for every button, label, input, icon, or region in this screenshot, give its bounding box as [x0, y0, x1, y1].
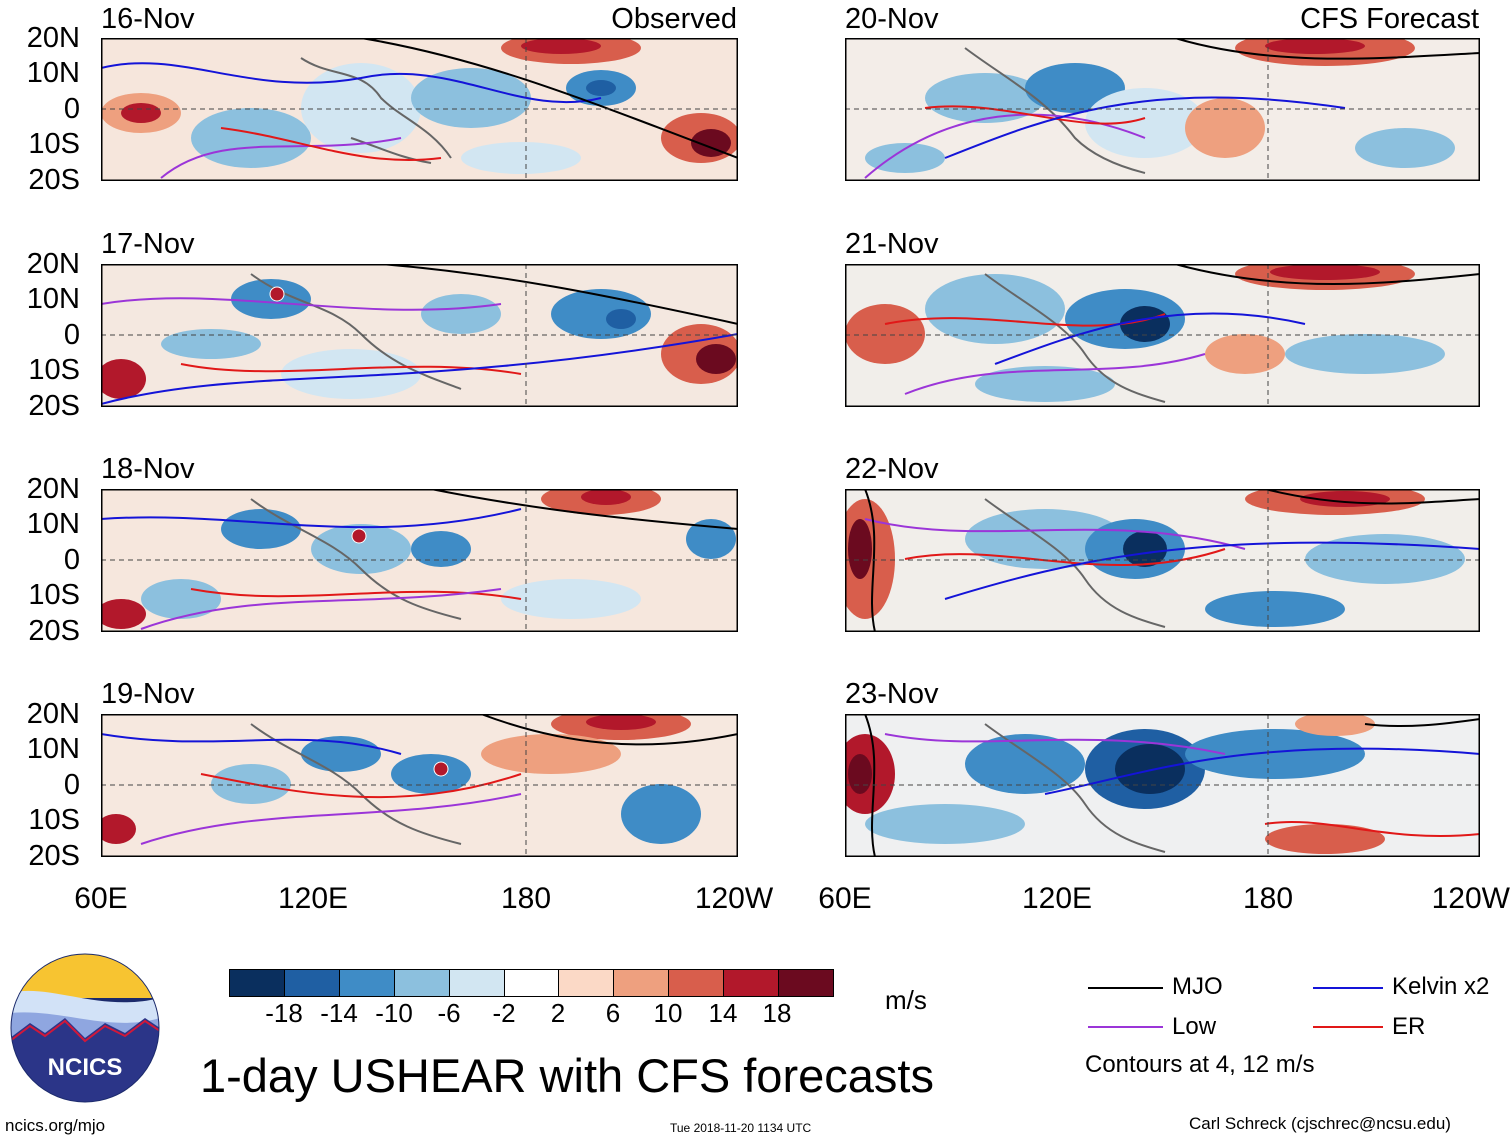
legend-label-er: ER	[1392, 1013, 1426, 1040]
colorbar-tick-label: 2	[550, 998, 566, 1028]
lat-label: 20S	[28, 390, 80, 422]
lat-label: 10S	[28, 579, 80, 611]
panel-date-label: 19-Nov	[101, 678, 195, 710]
lat-label: 10N	[26, 57, 80, 89]
lat-label: 10N	[26, 283, 80, 315]
colorbar	[229, 969, 834, 997]
colorbar-tick-label: 10	[653, 998, 683, 1028]
map-panel	[845, 489, 1480, 632]
colorbar-tick-label: 14	[708, 998, 738, 1028]
lat-label: 20N	[26, 248, 80, 280]
colorbar-tick-label: -14	[320, 998, 358, 1028]
colorbar-units: m/s	[885, 985, 927, 1015]
colorbar-swatch	[284, 970, 340, 996]
colorbar-tick-label: -10	[375, 998, 413, 1028]
colorbar-swatch	[724, 970, 780, 996]
map-panel	[101, 264, 738, 407]
lat-label: 10S	[28, 354, 80, 386]
lat-label: 0	[63, 769, 80, 801]
colorbar-swatch	[449, 970, 505, 996]
observed-label: Observed	[611, 3, 737, 35]
panel-date-label: 22-Nov	[845, 453, 939, 485]
colorbar-swatch	[614, 970, 670, 996]
forecast-label: CFS Forecast	[1300, 3, 1479, 35]
map-panel	[101, 714, 738, 857]
ncics-logo: NCICS	[10, 953, 160, 1103]
lon-label: 120E	[277, 882, 349, 915]
colorbar-swatch	[669, 970, 725, 996]
map-panel	[101, 489, 738, 632]
lat-label: 10N	[26, 508, 80, 540]
timestamp: Tue 2018-11-20 1134 UTC	[670, 1121, 812, 1135]
lon-label: 180	[500, 882, 552, 915]
panel-date-label: 16-Nov	[101, 3, 195, 35]
colorbar-swatch	[230, 970, 285, 996]
lat-label: 10N	[26, 733, 80, 765]
map-panel	[845, 714, 1480, 857]
legend-label-kelvin: Kelvin x2	[1392, 973, 1490, 1000]
legend-label-low: Low	[1172, 1013, 1217, 1040]
map-panel	[101, 38, 738, 181]
lat-label: 20N	[26, 22, 80, 54]
colorbar-tick-label: 6	[605, 998, 621, 1028]
panel-date-label: 18-Nov	[101, 453, 195, 485]
lat-label: 0	[63, 93, 80, 125]
legend-line-kelvin	[1313, 987, 1383, 989]
figure-title: 1-day USHEAR with CFS forecasts	[200, 1049, 934, 1102]
lat-label: 20S	[28, 615, 80, 647]
colorbar-tick-label: -6	[437, 998, 461, 1028]
website-link[interactable]: ncics.org/mjo	[5, 1116, 106, 1135]
lon-label: 120E	[1021, 882, 1093, 915]
logo-text: NCICS	[48, 1054, 123, 1081]
colorbar-tick-label: -2	[492, 998, 516, 1028]
lat-label: 0	[63, 319, 80, 351]
lon-label: 120W	[1431, 882, 1510, 915]
colorbar-swatch	[559, 970, 615, 996]
panel-date-label: 21-Nov	[845, 228, 939, 260]
lat-label: 0	[63, 544, 80, 576]
legend-line-er	[1313, 1026, 1383, 1028]
contour-note: Contours at 4, 12 m/s	[1085, 1051, 1315, 1078]
lon-label: 60E	[74, 882, 128, 915]
lon-label: 60E	[818, 882, 872, 915]
legend-line-mjo	[1088, 987, 1163, 989]
lat-label: 20N	[26, 698, 80, 730]
legend-line-low	[1088, 1026, 1163, 1028]
colorbar-swatch	[339, 970, 395, 996]
colorbar-swatch	[394, 970, 450, 996]
lat-label: 20S	[28, 840, 80, 872]
panel-date-label: 17-Nov	[101, 228, 195, 260]
panel-date-label: 23-Nov	[845, 678, 939, 710]
map-panel	[845, 264, 1480, 407]
panel-date-label: 20-Nov	[845, 3, 939, 35]
colorbar-tick-label: -18	[265, 998, 303, 1028]
colorbar-swatch	[779, 970, 833, 996]
lon-label: 180	[1242, 882, 1294, 915]
lat-label: 20N	[26, 473, 80, 505]
lon-label: 120W	[694, 882, 774, 915]
legend-label-mjo: MJO	[1172, 973, 1223, 1000]
lat-label: 10S	[28, 804, 80, 836]
lat-label: 20S	[28, 164, 80, 196]
map-panel	[845, 38, 1480, 181]
credit-text: Carl Schreck (cjschrec@ncsu.edu)	[1189, 1114, 1451, 1133]
colorbar-tick-label: 18	[762, 998, 792, 1028]
colorbar-swatch	[504, 970, 560, 996]
lat-label: 10S	[28, 128, 80, 160]
